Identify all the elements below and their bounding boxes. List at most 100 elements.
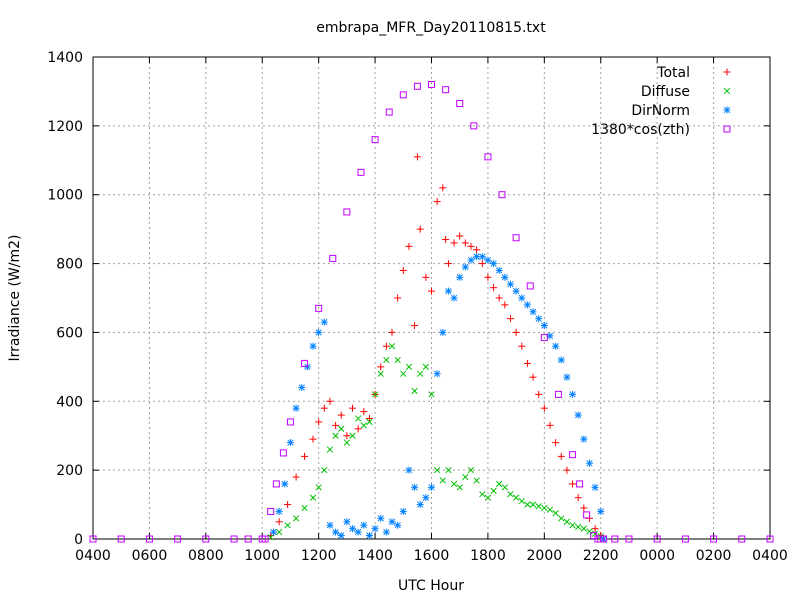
data-point xyxy=(529,308,537,316)
legend-label: 1380*cos(zth) xyxy=(591,122,690,138)
data-point xyxy=(230,535,238,543)
data-point xyxy=(456,484,463,491)
data-point xyxy=(355,415,362,422)
data-point xyxy=(309,342,317,350)
data-point xyxy=(473,253,481,261)
legend-label: Total xyxy=(656,65,690,81)
data-point xyxy=(332,432,339,439)
data-point xyxy=(681,535,689,543)
data-point xyxy=(272,480,280,488)
data-point xyxy=(710,535,718,543)
data-point xyxy=(554,390,562,398)
y-tick-label: 1400 xyxy=(47,50,83,66)
data-point xyxy=(428,81,435,89)
data-point xyxy=(473,246,481,254)
data-point xyxy=(377,514,385,522)
data-point xyxy=(535,315,543,323)
data-point xyxy=(365,532,373,540)
data-point xyxy=(467,242,475,250)
data-point xyxy=(428,483,435,491)
data-point xyxy=(501,273,509,281)
data-point xyxy=(292,473,300,481)
data-point xyxy=(600,535,608,543)
data-point xyxy=(371,525,379,533)
data-point xyxy=(411,322,419,330)
series-star xyxy=(270,253,608,543)
data-point xyxy=(279,449,287,457)
y-tick-label: 600 xyxy=(56,325,83,341)
data-point xyxy=(428,391,435,398)
data-point xyxy=(371,136,379,144)
data-point xyxy=(405,363,413,371)
data-point xyxy=(320,318,328,326)
data-point xyxy=(366,418,373,426)
data-point xyxy=(569,522,576,529)
data-point xyxy=(450,480,458,488)
data-point xyxy=(439,477,446,484)
data-point xyxy=(337,411,345,419)
data-point xyxy=(117,535,125,543)
data-point xyxy=(377,370,384,377)
data-point xyxy=(343,518,351,526)
x-tick-label: 1000 xyxy=(244,548,280,564)
data-point xyxy=(332,421,340,429)
data-point xyxy=(456,232,464,240)
data-point xyxy=(433,370,441,378)
data-point xyxy=(422,273,430,281)
data-point xyxy=(360,422,367,429)
series-square xyxy=(89,81,774,543)
data-point xyxy=(557,356,565,364)
data-point xyxy=(439,328,447,336)
plot-border xyxy=(92,56,771,540)
data-point xyxy=(591,525,599,533)
data-point xyxy=(591,483,599,491)
data-point xyxy=(442,235,450,243)
y-tick-label: 0 xyxy=(74,532,83,548)
data-point xyxy=(456,99,464,107)
data-point xyxy=(444,260,452,268)
data-point xyxy=(301,504,308,512)
data-point xyxy=(518,497,525,505)
data-point xyxy=(512,234,520,242)
legend-label: Diffuse xyxy=(641,84,690,100)
data-point xyxy=(461,263,469,271)
x-tick-label: 0600 xyxy=(132,548,168,564)
x-tick-label: 1200 xyxy=(301,548,337,564)
data-point xyxy=(301,359,309,367)
data-point xyxy=(388,518,396,526)
data-point xyxy=(354,425,362,433)
data-point xyxy=(371,391,379,398)
data-point xyxy=(360,408,368,416)
data-point xyxy=(478,253,486,261)
data-point xyxy=(557,452,565,460)
data-point xyxy=(442,86,450,94)
data-point xyxy=(490,260,498,268)
x-tick-label: 1600 xyxy=(414,548,450,564)
data-point xyxy=(569,451,577,459)
grid xyxy=(93,57,770,539)
data-point xyxy=(275,507,283,515)
y-tick-label: 800 xyxy=(56,257,83,273)
data-point xyxy=(484,153,492,161)
data-point xyxy=(580,435,588,443)
data-point xyxy=(433,198,441,206)
data-point xyxy=(422,494,430,502)
data-point xyxy=(580,504,588,512)
data-point xyxy=(292,404,300,412)
data-point xyxy=(309,435,317,443)
data-point xyxy=(377,363,385,371)
data-point xyxy=(284,522,291,529)
data-point xyxy=(89,535,97,543)
data-point xyxy=(321,466,328,474)
data-point xyxy=(388,343,396,350)
data-point xyxy=(580,525,587,532)
data-point xyxy=(382,342,390,350)
data-point xyxy=(433,466,441,474)
data-point xyxy=(405,466,413,474)
x-tick-label: 0800 xyxy=(188,548,224,564)
data-point xyxy=(529,501,537,508)
data-point xyxy=(597,507,605,515)
data-point xyxy=(411,387,418,395)
data-point xyxy=(444,287,452,295)
data-point xyxy=(625,535,633,543)
